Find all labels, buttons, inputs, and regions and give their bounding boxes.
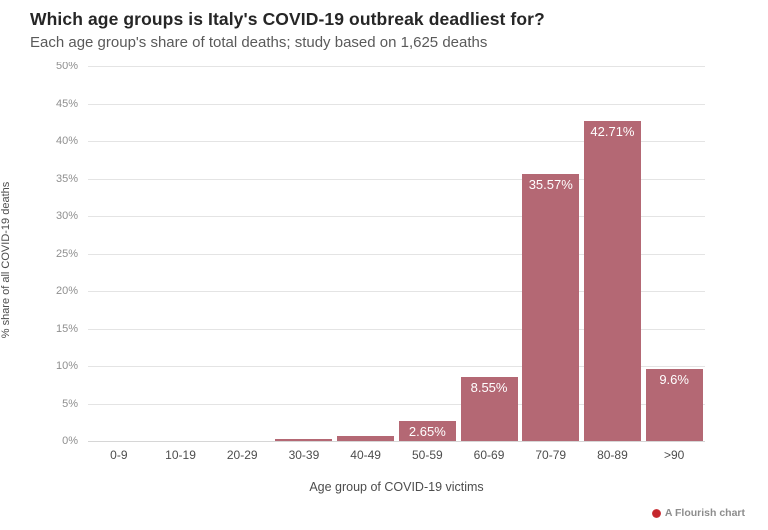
x-tick-label: 10-19 <box>165 448 196 462</box>
y-tick-label: 50% <box>55 60 78 72</box>
gridline <box>88 328 705 330</box>
gridline <box>88 291 705 292</box>
bar-value-label: 9.6% <box>659 372 689 387</box>
x-tick-label: 70-79 <box>535 448 567 462</box>
y-tick-label: 5% <box>62 397 78 410</box>
bar-value-label: 2.65% <box>408 424 446 439</box>
bar-70-79[interactable] <box>522 174 580 441</box>
y-tick-label: 0% <box>62 435 78 447</box>
x-tick-label: 20-29 <box>226 448 258 462</box>
x-tick-label: 60-69 <box>473 448 505 462</box>
y-tick-label: 20% <box>55 285 78 297</box>
gridline <box>88 441 705 442</box>
flourish-logo-icon <box>651 508 661 518</box>
flourish-credit-label: A Flourish chart <box>664 507 745 519</box>
chart-header: Which age groups is Italy's COVID-19 out… <box>0 0 768 62</box>
y-tick-label: 40% <box>55 135 78 147</box>
chart-subtitle: Each age group's share of total deaths; … <box>30 34 488 51</box>
bar->90[interactable] <box>645 369 703 441</box>
bar-60-69[interactable] <box>460 377 518 441</box>
y-tick-label: 15% <box>55 322 78 335</box>
gridline <box>88 216 705 217</box>
gridline <box>88 253 705 255</box>
gridline <box>88 178 705 180</box>
x-tick-label: 0-9 <box>110 448 128 462</box>
y-tick-label: 25% <box>55 247 78 260</box>
x-axis-title: Age group of COVID-19 victims <box>309 480 484 494</box>
bar-80-89[interactable] <box>583 121 641 441</box>
y-tick-label: 10% <box>55 360 78 372</box>
bar-30-39[interactable] <box>275 439 333 441</box>
y-tick-label: 35% <box>55 172 78 185</box>
chart-title: Which age groups is Italy's COVID-19 out… <box>30 9 545 29</box>
x-tick-label: 80-89 <box>597 448 628 462</box>
bar-value-label: 42.71% <box>590 124 635 139</box>
y-tick-label: 45% <box>55 97 78 110</box>
gridline <box>88 66 705 67</box>
flourish-credit-link[interactable]: A Flourish chart <box>651 507 745 519</box>
bar-50-59[interactable] <box>398 421 456 441</box>
y-tick-label: 30% <box>55 210 78 222</box>
bar-value-label: 35.57% <box>528 177 573 192</box>
y-axis-title: % share of all COVID-19 deaths <box>0 181 12 339</box>
gridline <box>88 366 705 367</box>
x-tick-label: 40-49 <box>350 448 381 462</box>
bar-value-label: 8.55% <box>470 380 508 395</box>
x-tick-label: 30-39 <box>288 448 320 462</box>
gridline <box>88 103 705 105</box>
x-tick-label: 50-59 <box>411 448 443 462</box>
gridline <box>88 403 705 405</box>
bar-40-49[interactable] <box>337 436 395 441</box>
x-tick-label: >90 <box>663 448 685 462</box>
gridline <box>88 141 705 142</box>
